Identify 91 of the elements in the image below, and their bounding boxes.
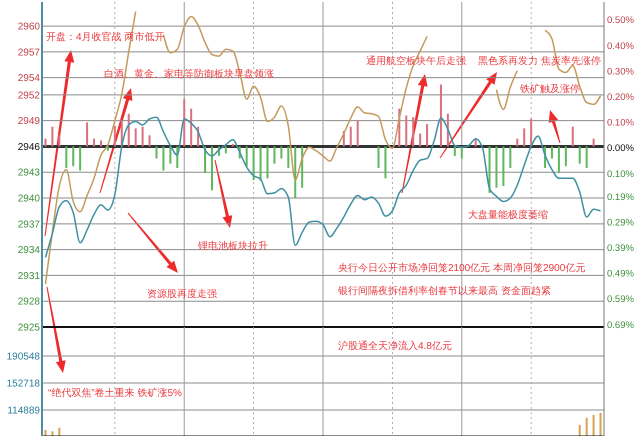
bar (86, 122, 88, 146)
bar (516, 138, 518, 146)
annotation: “绝代双焦”卷土重来 铁矿涨5% (48, 387, 182, 399)
bar (58, 135, 60, 146)
bar (51, 126, 54, 146)
y2-tick-label: 0.50% (607, 15, 634, 26)
bar (287, 146, 290, 168)
bar (65, 146, 68, 168)
y-tick-label: 2931 (18, 270, 40, 282)
annotation: 银行间隔夜拆借利率创春节以来最高 资金面趋紧 (337, 285, 551, 297)
bar (412, 117, 414, 146)
annotation: 央行今日公开市场净回笼2100亿元 本周净回笼2900亿元 (338, 262, 586, 274)
y-tick-label: 2928 (18, 296, 40, 308)
bar (378, 146, 380, 168)
y2-tick-label: 0.40% (607, 40, 634, 52)
bar (384, 146, 386, 178)
y-tick-label: 2957 (18, 47, 40, 58)
y-tick-label: 2925 (18, 322, 40, 334)
y-tick-label: 2937 (18, 219, 40, 230)
bar (142, 126, 144, 146)
bar (558, 146, 560, 174)
y2-tick-label: 0.39% (607, 242, 634, 254)
bar (564, 146, 567, 166)
bar (252, 146, 255, 180)
bar (162, 146, 164, 171)
bar (190, 108, 192, 146)
y-tick-label: 190548 (6, 352, 40, 362)
y2-tick-label: 0.30% (607, 66, 634, 78)
bar (495, 146, 498, 188)
y-tick-label: 2946 (18, 142, 40, 153)
bar (100, 140, 102, 146)
annotation: 资源股再度走强 (147, 288, 217, 300)
y2-tick-label: 0.49% (607, 268, 634, 280)
bar (578, 146, 581, 164)
bar (210, 146, 213, 190)
bar (224, 146, 227, 154)
bar (280, 146, 282, 158)
annotation: 大盘量能极度萎缩 (468, 209, 548, 221)
y-tick-label: 2954 (18, 73, 40, 84)
bar (44, 138, 46, 146)
bar (260, 146, 262, 181)
annotation: 沪股通全天净流入4.8亿元 (338, 340, 452, 352)
y-tick-label: 114889 (7, 406, 40, 416)
bar (509, 146, 512, 168)
bar (232, 144, 234, 146)
y-tick-label: 2960 (18, 22, 40, 33)
bar (134, 128, 137, 146)
bar (572, 126, 574, 146)
bar (72, 146, 74, 166)
bar (183, 99, 186, 146)
bar (350, 126, 352, 146)
y2-tick-label: 0.69% (607, 320, 634, 331)
bar (502, 146, 504, 186)
bar (155, 146, 158, 158)
bar (592, 138, 595, 146)
bar (93, 138, 96, 146)
y-tick-label: 2934 (18, 245, 40, 256)
annotation: 铁矿触及涨停 (519, 83, 580, 95)
bar (550, 146, 553, 158)
bar (246, 146, 248, 166)
bar (405, 115, 408, 146)
annotation: 锂电池板块拉升 (197, 240, 268, 252)
bar (148, 135, 151, 146)
bar (273, 146, 276, 164)
bar (266, 146, 268, 178)
y2-tick-label: 0.10% (607, 168, 634, 180)
bar (426, 124, 428, 146)
y2-tick-label: 0.29% (607, 217, 634, 228)
y-tick-label: 2952 (18, 90, 40, 102)
bar (79, 146, 82, 171)
bar (294, 146, 296, 198)
bar (356, 120, 359, 146)
y-tick-label: 2943 (18, 168, 40, 179)
bar (114, 126, 116, 146)
bar (586, 146, 588, 168)
bar (488, 146, 491, 193)
bar (169, 146, 172, 164)
bar (440, 84, 442, 146)
bar (523, 128, 526, 146)
y2-tick-label: 0.20% (607, 92, 634, 104)
y2-tick-label: 0.10% (607, 118, 634, 129)
bar (530, 118, 532, 146)
y-tick-label: 2940 (18, 194, 40, 205)
line-series (44, 116, 602, 258)
y2-tick-label: 0.59% (607, 294, 634, 306)
bar (454, 146, 456, 156)
y-tick-label: 2949 (18, 116, 40, 128)
y2-tick-label: 0.19% (607, 192, 634, 203)
y-tick-label: 152718 (6, 378, 40, 390)
bar (419, 134, 422, 146)
y2-tick-label: 0.00% (607, 143, 634, 154)
